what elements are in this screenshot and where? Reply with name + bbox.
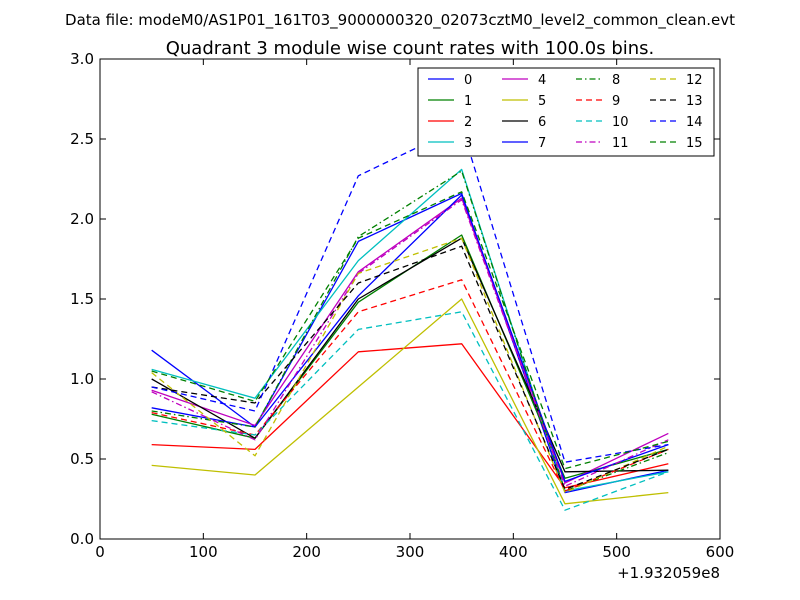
legend-label-4: 4 (538, 73, 546, 88)
x-tick-label: 0 (95, 543, 105, 561)
series-line-5 (151, 298, 669, 505)
legend-label-8: 8 (612, 73, 620, 88)
series-line-13 (151, 245, 669, 491)
legend-box (417, 67, 715, 157)
series-line-3 (151, 168, 669, 492)
legend-label-6: 6 (538, 115, 546, 130)
legend-label-7: 7 (538, 136, 546, 151)
series-line-14 (151, 125, 669, 463)
x-tick-label: 400 (499, 543, 528, 561)
chart-title: Quadrant 3 module wise count rates with … (166, 38, 655, 59)
series-line-2 (151, 343, 669, 489)
x-tick-label: 500 (602, 543, 631, 561)
series-layer (151, 125, 669, 511)
x-tick-label: 100 (189, 543, 218, 561)
series-line-12 (151, 237, 669, 494)
series-line-6 (151, 237, 669, 473)
legend-label-11: 11 (612, 136, 629, 151)
y-tick-label: 2.5 (70, 130, 94, 148)
legend-label-3: 3 (464, 136, 472, 151)
legend-label-15: 15 (686, 136, 703, 151)
y-tick-label: 3.0 (70, 50, 94, 68)
legend-label-5: 5 (538, 94, 546, 109)
y-tick-label: 1.0 (70, 370, 94, 388)
series-line-11 (151, 199, 669, 487)
x-tick-label: 600 (706, 543, 735, 561)
legend-label-13: 13 (686, 94, 703, 109)
legend-label-2: 2 (464, 115, 472, 130)
x-tick-label: 200 (292, 543, 321, 561)
y-tick-label: 0.0 (70, 530, 94, 548)
legend-label-10: 10 (612, 115, 629, 130)
legend-label-1: 1 (464, 94, 472, 109)
x-axis-offset-label: +1.932059e8 (617, 564, 720, 582)
y-tick-label: 2.0 (70, 210, 94, 228)
legend-label-9: 9 (612, 94, 620, 109)
series-line-9 (151, 279, 669, 492)
legend-label-12: 12 (686, 73, 703, 88)
legend-label-0: 0 (464, 73, 472, 88)
series-line-7 (151, 194, 669, 483)
x-tick-label: 300 (396, 543, 425, 561)
y-tick-label: 0.5 (70, 450, 94, 468)
chart-supertitle: Data file: modeM0/AS1P01_161T03_90000003… (65, 11, 735, 30)
series-line-10 (151, 311, 669, 511)
y-tick-label: 1.5 (70, 290, 94, 308)
series-line-0 (151, 192, 669, 494)
legend-label-14: 14 (686, 115, 703, 130)
